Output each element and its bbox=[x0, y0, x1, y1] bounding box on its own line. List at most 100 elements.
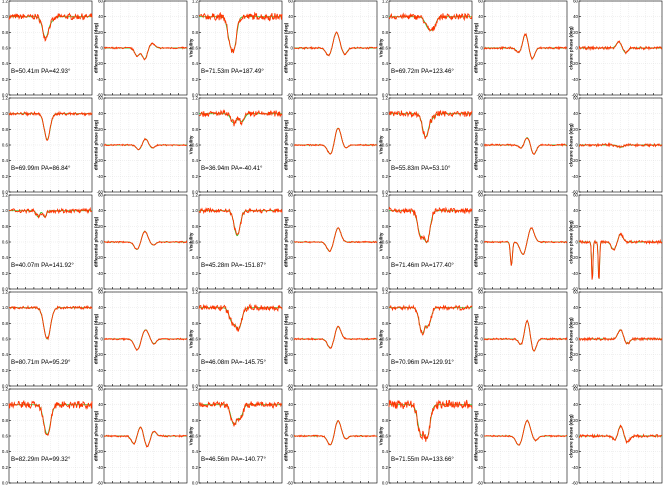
y-tick-label: 0.8 bbox=[2, 418, 9, 423]
panel-r3-c0: 0.0 0.2 0.4 0.6 0.8 1.0 1.2 B=80.71m PA=95.29° bbox=[2, 290, 93, 389]
y-tick-label: 1.0 bbox=[382, 208, 389, 213]
y-tick-label: 40 bbox=[288, 14, 293, 19]
y-axis-label: Visibility bbox=[379, 426, 384, 445]
observed-line bbox=[198, 303, 283, 332]
y-tick-label: 60 bbox=[98, 387, 103, 392]
observed-line bbox=[8, 12, 93, 42]
y-axis-label: differential phase (deg) bbox=[94, 22, 99, 73]
y-tick-label: 60 bbox=[98, 96, 103, 101]
y-axis-label: differential phase (deg) bbox=[474, 216, 479, 267]
y-tick-label: 0.2 bbox=[192, 174, 199, 179]
y-tick-label: 1.0 bbox=[192, 208, 199, 213]
y-tick-label: 1.2 bbox=[2, 0, 9, 4]
observed-line bbox=[198, 109, 283, 127]
y-tick-label: 0.6 bbox=[2, 337, 9, 342]
y-axis-label: Visibility bbox=[379, 329, 384, 348]
y-tick-label: -20 bbox=[97, 255, 104, 260]
y-tick-label: 0.6 bbox=[192, 240, 199, 245]
y-tick-label: 1.2 bbox=[382, 387, 389, 392]
y-tick-label: 60 bbox=[288, 193, 293, 198]
panel-r2-c1: -60 -40 -20 0 20 40 60 differential phase (deg) bbox=[94, 193, 188, 292]
y-tick-label: 1.0 bbox=[382, 111, 389, 116]
y-tick-label: -40 bbox=[572, 271, 579, 276]
y-tick-label: -40 bbox=[97, 174, 104, 179]
observed-line bbox=[293, 127, 378, 155]
y-tick-label: 40 bbox=[98, 305, 103, 310]
y-tick-label: 60 bbox=[478, 387, 483, 392]
y-tick-label: 0.2 bbox=[382, 465, 389, 470]
observed-line bbox=[388, 304, 473, 336]
y-tick-label: -40 bbox=[572, 368, 579, 373]
y-axis-label: closure phase (deg) bbox=[569, 317, 574, 361]
y-tick-label: 0.4 bbox=[192, 255, 199, 260]
baseline-annotation: B=71.46m PA=177.40° bbox=[391, 262, 454, 269]
y-axis-label: differential phase (deg) bbox=[474, 119, 479, 170]
y-tick-label: 0.2 bbox=[2, 465, 9, 470]
y-tick-label: 0 bbox=[101, 143, 104, 148]
y-tick-label: 0.0 bbox=[382, 384, 389, 389]
observed-line bbox=[103, 42, 188, 61]
y-axis-label: Visibility bbox=[189, 329, 194, 348]
y-tick-label: 0.2 bbox=[192, 368, 199, 373]
panel-r0-c0: 0.0 0.2 0.4 0.6 0.8 1.0 1.2 B=50.41m PA=42.93° bbox=[2, 0, 93, 98]
y-tick-label: 0 bbox=[576, 143, 579, 148]
y-tick-label: 0.4 bbox=[192, 61, 199, 66]
observed-line bbox=[293, 420, 378, 446]
y-tick-label: -20 bbox=[97, 61, 104, 66]
y-tick-label: 40 bbox=[288, 208, 293, 213]
y-tick-label: 40 bbox=[288, 111, 293, 116]
observed-line bbox=[578, 40, 663, 55]
y-tick-label: 60 bbox=[98, 290, 103, 295]
baseline-annotation: B=82.29m PA=99.32° bbox=[11, 456, 71, 463]
y-tick-label: 0.8 bbox=[2, 224, 9, 229]
panel-r3-c4: 0.0 0.2 0.4 0.6 0.8 1.0 1.2 Visibility B=70.96m … bbox=[379, 290, 473, 389]
observed-line bbox=[8, 206, 93, 219]
y-axis-label: closure phase (deg) bbox=[569, 414, 574, 458]
y-tick-label: 0.4 bbox=[382, 255, 389, 260]
y-tick-label: 0 bbox=[481, 337, 484, 342]
y-tick-label: 60 bbox=[98, 193, 103, 198]
y-axis-label: differential phase (deg) bbox=[474, 22, 479, 73]
y-tick-label: -20 bbox=[572, 352, 579, 357]
y-tick-label: -20 bbox=[477, 449, 484, 454]
panel-r0-c3: -60 -40 -20 0 20 40 60 differential phase (deg) bbox=[284, 0, 378, 98]
panel-r4-c2: 0.0 0.2 0.4 0.6 0.8 1.0 1.2 Visibility B=46.56m … bbox=[189, 387, 283, 486]
y-axis-label: differential phase (deg) bbox=[94, 119, 99, 170]
y-tick-label: -60 bbox=[287, 481, 294, 486]
y-tick-label: 0.2 bbox=[2, 77, 9, 82]
panel-r3-c1: -60 -40 -20 0 20 40 60 differential phase (deg) bbox=[94, 290, 188, 389]
y-tick-label: 0.4 bbox=[2, 61, 9, 66]
y-tick-label: 0.8 bbox=[382, 30, 389, 35]
y-tick-label: 60 bbox=[573, 96, 578, 101]
y-tick-label: -60 bbox=[572, 93, 579, 98]
y-tick-label: 0 bbox=[481, 434, 484, 439]
y-tick-label: 0.0 bbox=[192, 287, 199, 292]
y-tick-label: 20 bbox=[98, 127, 103, 132]
y-tick-label: 0.2 bbox=[192, 77, 199, 82]
panel-r1-c4: 0.0 0.2 0.4 0.6 0.8 1.0 1.2 Visibility B=55.83m … bbox=[379, 96, 473, 195]
y-axis-label: Visibility bbox=[379, 135, 384, 154]
y-tick-label: 1.0 bbox=[2, 402, 9, 407]
y-tick-label: -20 bbox=[287, 255, 294, 260]
y-tick-label: 0.2 bbox=[2, 174, 9, 179]
panel-r2-c3: -60 -40 -20 0 20 40 60 differential phase (deg) bbox=[284, 193, 378, 292]
y-tick-label: 0 bbox=[291, 337, 294, 342]
y-tick-label: 0 bbox=[101, 240, 104, 245]
y-tick-label: -60 bbox=[477, 384, 484, 389]
y-tick-label: -60 bbox=[97, 93, 104, 98]
baseline-annotation: B=36.94m PA=-40.41° bbox=[201, 165, 263, 172]
observed-line bbox=[8, 304, 93, 341]
y-tick-label: -20 bbox=[287, 449, 294, 454]
y-axis-label: Visibility bbox=[189, 38, 194, 57]
y-tick-label: 0.2 bbox=[2, 368, 9, 373]
y-tick-label: 0.6 bbox=[382, 46, 389, 51]
y-tick-label: -60 bbox=[477, 481, 484, 486]
y-axis-label: Visibility bbox=[189, 135, 194, 154]
y-tick-label: -40 bbox=[572, 174, 579, 179]
observed-line bbox=[103, 230, 188, 250]
panel-r4-c0: 0.0 0.2 0.4 0.6 0.8 1.0 1.2 B=82.29m PA=99.32° bbox=[2, 387, 93, 486]
y-tick-label: 0 bbox=[291, 143, 294, 148]
y-axis-label: closure phase (deg) bbox=[569, 26, 574, 70]
y-tick-label: 0.2 bbox=[192, 465, 199, 470]
y-tick-label: 0.6 bbox=[192, 46, 199, 51]
